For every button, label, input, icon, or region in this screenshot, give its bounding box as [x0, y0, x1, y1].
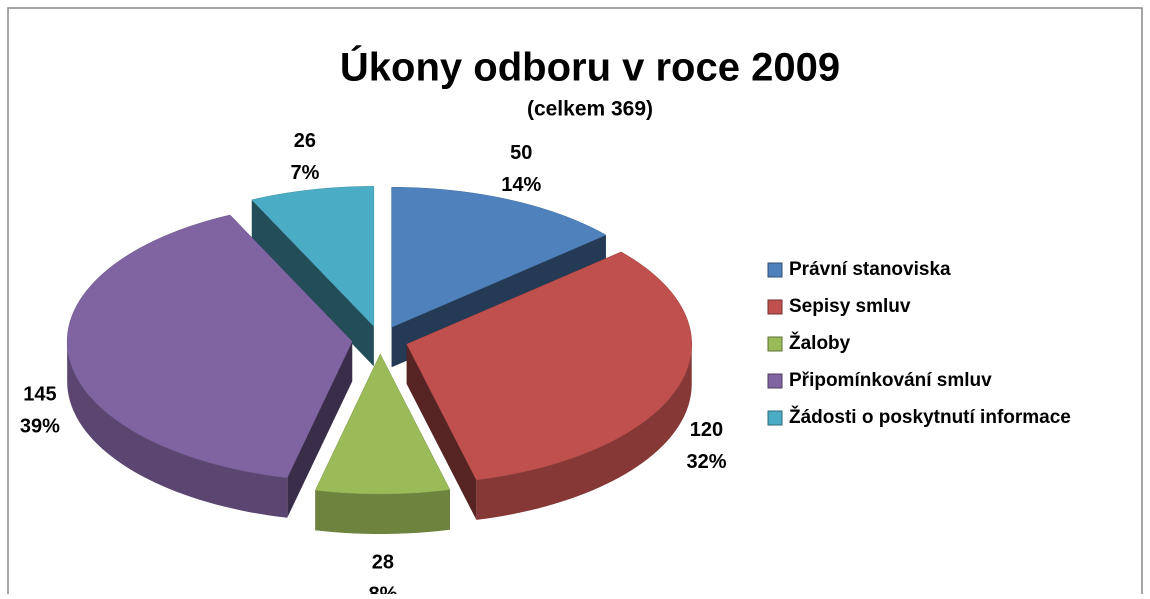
slice-top [66, 214, 353, 479]
legend-swatch [767, 299, 783, 315]
chart-title: Úkony odboru v roce 2009 [340, 44, 840, 90]
slice-side [406, 344, 477, 520]
slice [251, 186, 375, 367]
legend-label: Žádosti o poskytnutí informace [789, 406, 1071, 428]
legend-label: Připomínkování smluv [789, 370, 992, 391]
data-label-percent: 39% [20, 415, 60, 437]
data-label: 50 [510, 142, 532, 164]
legend-swatch [767, 410, 783, 426]
data-label-percent: 8% [368, 583, 397, 594]
slice [406, 251, 692, 520]
slice-wall [67, 341, 288, 518]
slice [66, 214, 353, 518]
slice-top [406, 251, 692, 481]
legend-swatch [767, 373, 783, 389]
data-label: 120 [690, 419, 723, 441]
slice-side [287, 341, 353, 518]
legend-swatch [767, 336, 783, 352]
legend-swatch [767, 262, 783, 278]
slice-side [251, 199, 374, 367]
slice-wall [476, 344, 692, 520]
slice-top [391, 186, 607, 328]
data-label-percent: 32% [686, 451, 726, 473]
legend-label: Právní stanoviska [789, 259, 951, 280]
slice [314, 353, 451, 534]
chart-subtitle: (celkem 369) [527, 98, 653, 121]
slice-top [251, 186, 375, 327]
slice-wall [315, 489, 450, 534]
data-label-percent: 7% [290, 162, 319, 184]
data-label: 26 [294, 130, 316, 152]
data-label-percent: 14% [501, 174, 541, 196]
slice-top [314, 353, 451, 495]
data-label: 145 [23, 383, 56, 405]
legend-label: Žaloby [789, 332, 851, 354]
legend-label: Sepisy smluv [789, 296, 911, 317]
data-label: 28 [372, 551, 394, 573]
